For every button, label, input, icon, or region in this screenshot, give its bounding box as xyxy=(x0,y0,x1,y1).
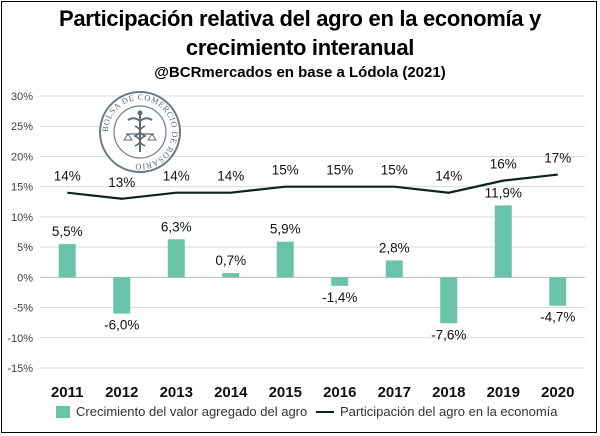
y-tick-label: -10% xyxy=(7,333,33,345)
legend-item-bars: Crecimiento del valor agregado del agro xyxy=(56,404,307,419)
bar-2011 xyxy=(58,244,76,278)
line-data-label: 14% xyxy=(217,169,244,184)
line-data-label: 13% xyxy=(108,175,135,190)
x-tick-label: 2020 xyxy=(541,384,574,401)
x-tick-label: 2012 xyxy=(105,384,138,401)
y-tick-label: 15% xyxy=(11,182,33,194)
line-data-label: 14% xyxy=(163,169,190,184)
line-data-label: 17% xyxy=(544,151,571,166)
bar-data-label: -7,6% xyxy=(431,327,466,342)
line-data-label: 14% xyxy=(435,169,462,184)
line-data-label: 16% xyxy=(490,157,517,172)
bar-data-label: -6,0% xyxy=(104,318,139,333)
line-data-label: 14% xyxy=(54,169,81,184)
x-tick-label: 2015 xyxy=(269,384,302,401)
bar-data-label: 2,8% xyxy=(379,240,410,255)
bar-2012 xyxy=(113,277,131,314)
legend-swatch-line xyxy=(316,410,334,413)
bar-2016 xyxy=(331,277,349,286)
legend-item-line: Participación del agro en la economía xyxy=(316,404,558,419)
bar-data-label: 11,9% xyxy=(485,185,522,200)
legend-swatch-bar xyxy=(56,405,70,418)
bar-data-label: -4,7% xyxy=(540,310,575,325)
legend-label-line: Participación del agro en la economía xyxy=(340,404,558,419)
y-tick-label: 30% xyxy=(11,91,33,103)
x-tick-label: 2013 xyxy=(160,384,193,401)
bar-2017 xyxy=(385,260,403,278)
y-tick-label: 0% xyxy=(17,272,33,284)
bar-2018 xyxy=(440,277,458,324)
bar-data-label: 5,9% xyxy=(270,222,301,237)
line-series xyxy=(67,173,558,200)
y-tick-label: -5% xyxy=(13,303,33,315)
line-data-label: 15% xyxy=(381,163,408,178)
chart-title-line2: crecimiento interanual xyxy=(185,35,415,60)
y-tick-label: 25% xyxy=(11,121,33,133)
x-tick-label: 2016 xyxy=(323,384,356,401)
bar-data-label: 6,3% xyxy=(161,219,192,234)
legend-label-bars: Crecimiento del valor agregado del agro xyxy=(76,404,308,419)
line-data-label: 15% xyxy=(272,163,299,178)
bar-2015 xyxy=(276,241,294,278)
x-tick-label: 2011 xyxy=(51,384,84,401)
bar-2013 xyxy=(167,239,185,278)
bar-data-label: -1,4% xyxy=(322,290,357,305)
x-tick-label: 2019 xyxy=(487,384,520,401)
x-tick-label: 2017 xyxy=(378,384,411,401)
chart-title-line1: Participación relativa del agro en la ec… xyxy=(58,6,541,31)
x-tick-label: 2018 xyxy=(432,384,465,401)
bar-2020 xyxy=(549,277,567,306)
y-tick-label: 20% xyxy=(11,151,33,163)
bar-2014 xyxy=(222,273,240,278)
bcr-seal-logo: BOLSA DE COMERCIO DE ROSARIO xyxy=(99,91,181,173)
line-data-label: 15% xyxy=(326,163,353,178)
bar-data-label: 0,7% xyxy=(215,253,246,268)
y-tick-label: -15% xyxy=(7,363,33,375)
y-tick-label: 5% xyxy=(17,242,33,254)
y-tick-label: 10% xyxy=(11,212,33,224)
bar-data-label: 5,5% xyxy=(52,224,83,239)
chart-subtitle: @BCRmercados en base a Lódola (2021) xyxy=(154,64,446,81)
x-tick-label: 2014 xyxy=(214,384,248,401)
bar-2019 xyxy=(494,205,512,278)
